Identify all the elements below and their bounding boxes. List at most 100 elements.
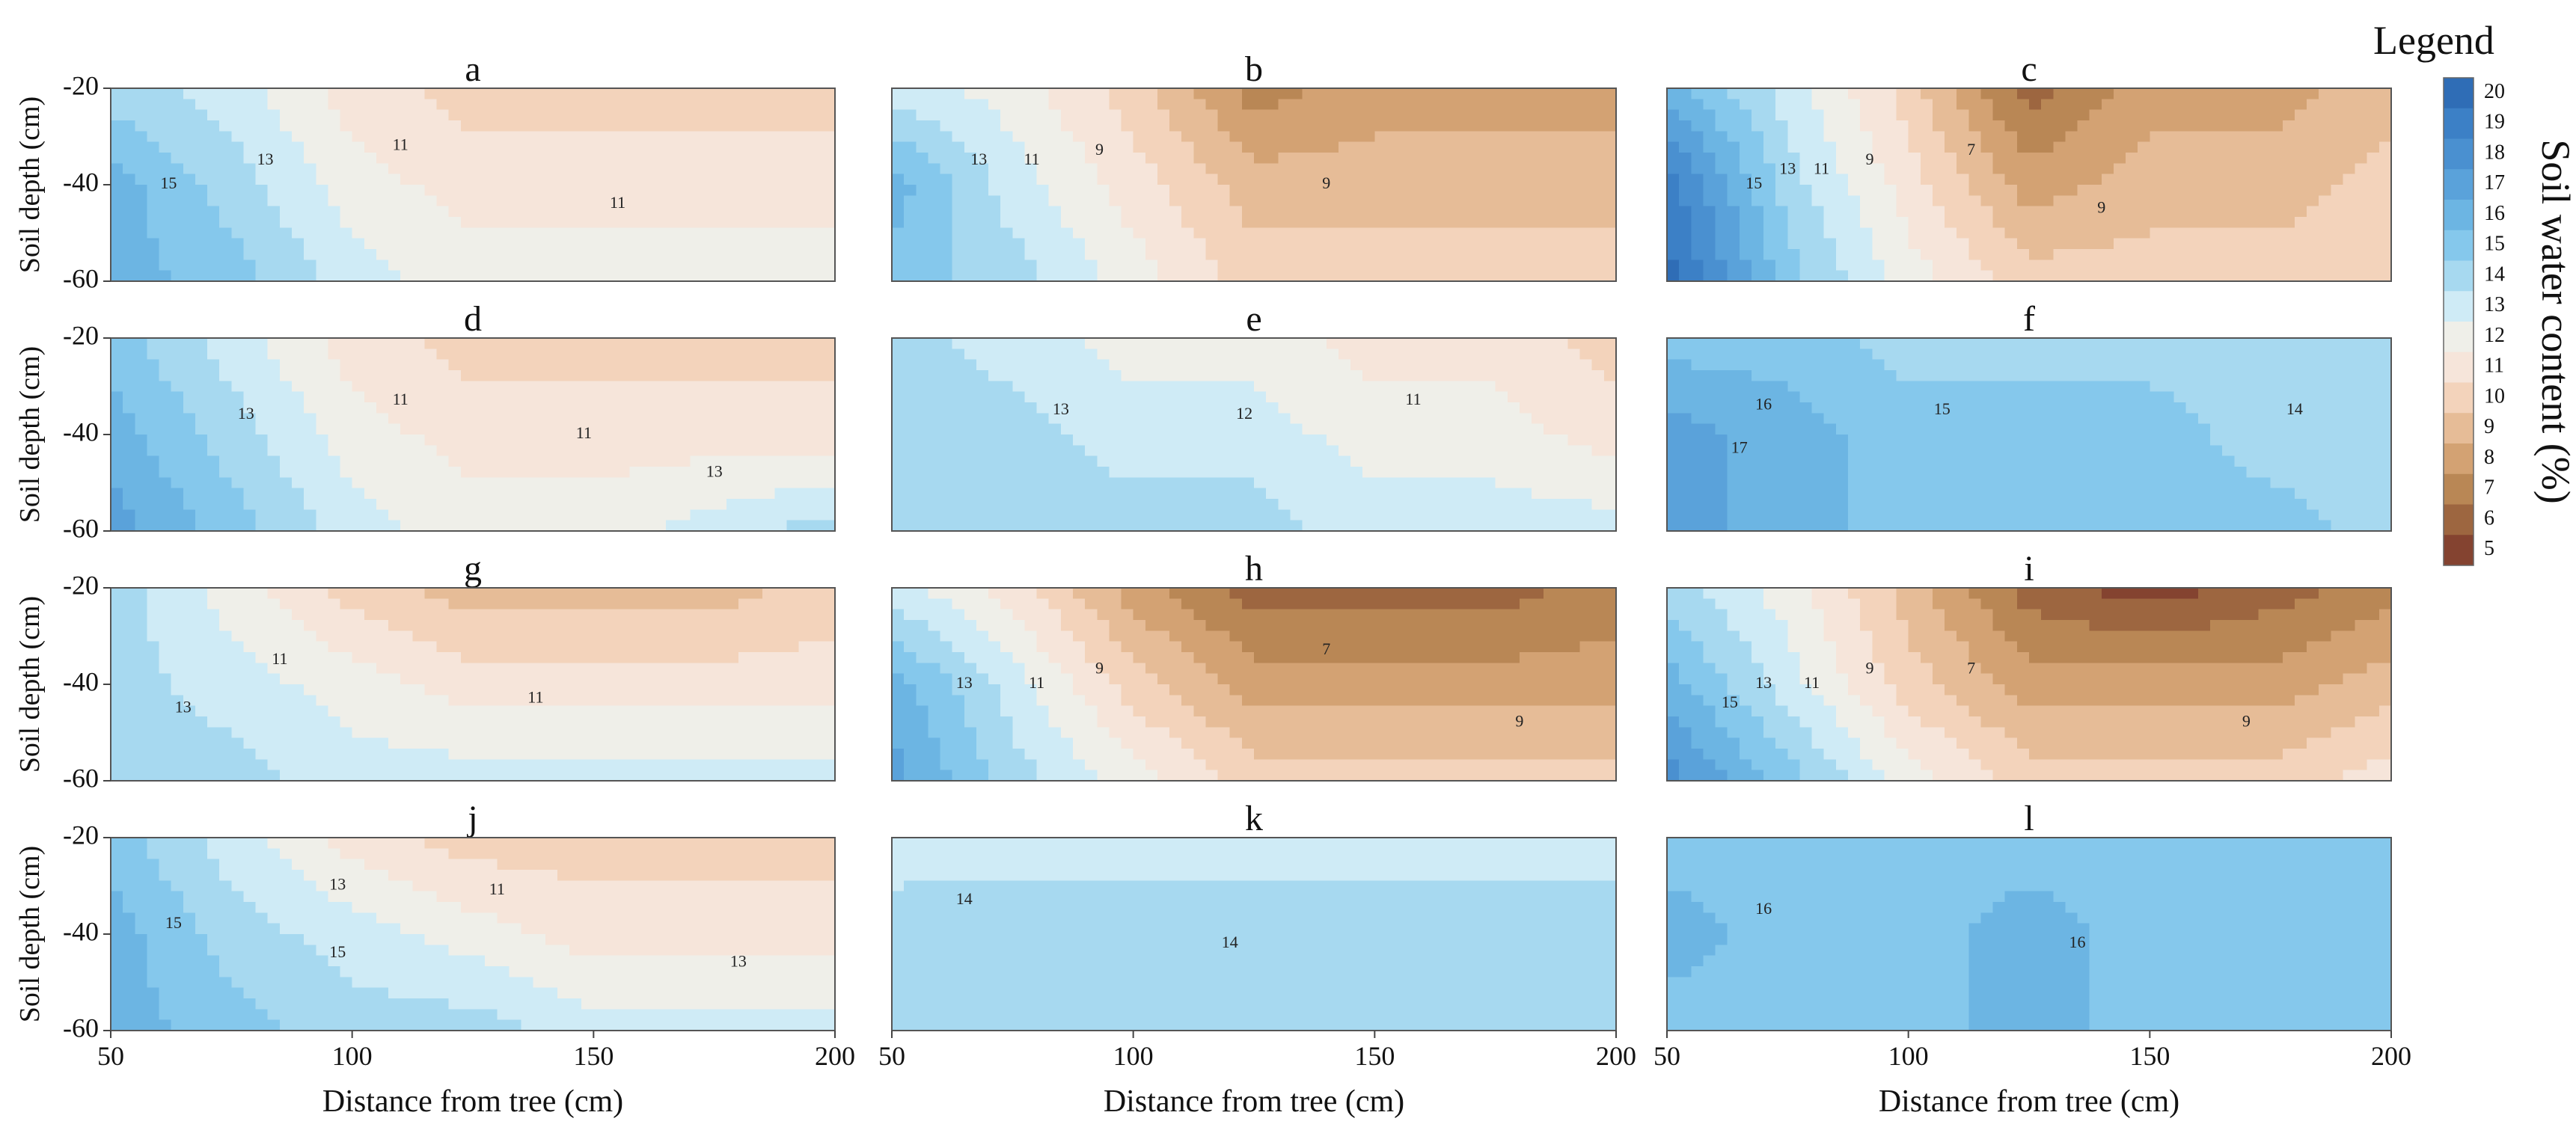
contour-cell [2185, 120, 2199, 132]
contour-cell [1835, 153, 1849, 164]
contour-cell [1679, 141, 1692, 153]
contour-cell [448, 359, 462, 371]
contour-cell [1603, 359, 1617, 371]
contour-cell [400, 195, 413, 207]
contour-cell [545, 141, 558, 153]
contour-cell [1278, 402, 1291, 414]
contour-cell [798, 163, 812, 175]
contour-cell [1799, 206, 1813, 218]
contour-cell [1447, 99, 1460, 111]
contour-cell [412, 249, 426, 260]
contour-cell [2282, 153, 2295, 164]
contour-cell [892, 391, 905, 403]
contour-cell [279, 455, 293, 467]
contour-cell [654, 499, 667, 510]
contour-cell [1763, 227, 1776, 239]
contour-cell [786, 423, 800, 435]
contour-cell [1447, 423, 1460, 435]
contour-cell [207, 477, 220, 489]
contour-cell [521, 338, 534, 349]
contour-cell [738, 455, 751, 467]
contour-cell [702, 249, 715, 260]
contour-cell [593, 349, 607, 360]
contour-cell [786, 260, 800, 271]
contour-cell [1848, 206, 1861, 218]
contour-cell [2197, 88, 2211, 99]
contour-cell [1314, 227, 1327, 239]
contour-cell [135, 488, 147, 500]
contour-cell [1254, 413, 1267, 425]
contour-cell [1495, 423, 1508, 435]
contour-cell [364, 435, 377, 446]
contour-cell [1787, 141, 1801, 153]
contour-cell [629, 270, 643, 282]
contour-cell [1121, 249, 1134, 260]
contour-cell [1036, 153, 1050, 164]
contour-cell [147, 153, 160, 164]
contour-cell [1447, 249, 1460, 260]
contour-cell [292, 488, 305, 500]
contour-cell [195, 381, 208, 393]
contour-cell [1507, 195, 1520, 207]
contour-cell [1715, 260, 1728, 271]
contour-cell [1073, 413, 1086, 425]
contour-cell [726, 359, 739, 371]
contour-cell [340, 249, 353, 260]
contour-cell [666, 260, 679, 271]
contour-cell [1544, 88, 1556, 99]
contour-cell [509, 88, 522, 99]
contour-cell [904, 445, 917, 457]
contour-cell [460, 174, 474, 185]
contour-cell [810, 109, 824, 121]
contour-cell [1567, 270, 1581, 282]
contour-cell [569, 413, 582, 425]
contour-cell [714, 131, 727, 143]
contour-cell [1398, 141, 1412, 153]
contour-cell [1751, 174, 1764, 185]
contour-cell [159, 445, 172, 457]
contour-cell [1157, 445, 1170, 457]
contour-cell [581, 381, 594, 393]
contour-cell [1823, 141, 1837, 153]
contour-cell [605, 477, 619, 489]
contour-cell [231, 370, 245, 381]
contour-cell [376, 402, 389, 414]
contour-cell [1519, 435, 1532, 446]
contour-cell [1193, 131, 1207, 143]
contour-cell [654, 402, 667, 414]
contour-cell [1519, 153, 1532, 164]
contour-cell [123, 131, 135, 143]
contour-cell [159, 206, 172, 218]
contour-cell [1398, 163, 1412, 175]
contour-cell [2355, 206, 2368, 218]
contour-cell [916, 359, 928, 371]
contour-cell [509, 520, 522, 532]
contour-cell [388, 349, 401, 360]
contour-cell [1579, 120, 1593, 132]
contour-cell [255, 153, 269, 164]
contour-cell [904, 391, 917, 403]
contour-cell [1567, 260, 1581, 271]
contour-cell [976, 391, 989, 403]
contour-cell [1835, 88, 1849, 99]
contour-cell [629, 499, 643, 510]
contour-cell [195, 217, 208, 228]
contour-cell [123, 370, 135, 381]
contour-cell [1169, 141, 1182, 153]
contour-cell [1544, 413, 1556, 425]
contour-cell [460, 206, 474, 218]
contour-cell [2307, 270, 2319, 282]
contour-cell [1073, 359, 1086, 371]
contour-cell [738, 445, 751, 457]
contour-cell [1567, 238, 1581, 250]
contour-cell [424, 520, 438, 532]
contour-cell [916, 195, 928, 207]
contour-cell [1811, 109, 1825, 121]
contour-cell [666, 141, 679, 153]
contour-cell [1133, 195, 1146, 207]
contour-cell [569, 520, 582, 532]
contour-cell [1739, 227, 1752, 239]
contour-cell [2222, 249, 2235, 260]
contour-cell [2282, 174, 2295, 185]
contour-cell [738, 195, 751, 207]
